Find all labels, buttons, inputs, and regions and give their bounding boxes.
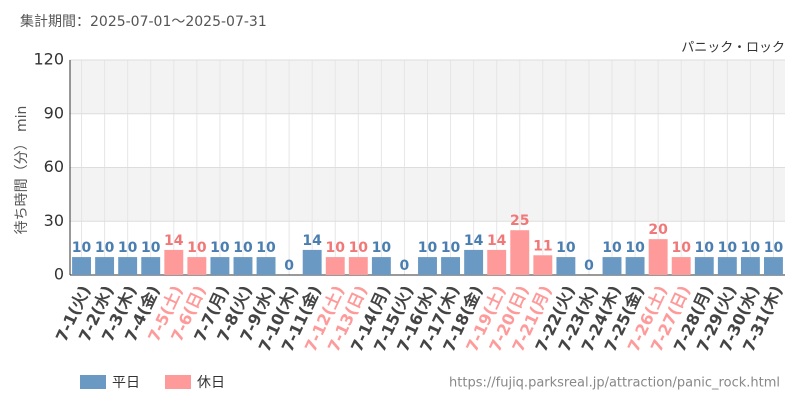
data-label: 10 <box>418 240 438 256</box>
bar <box>141 257 161 275</box>
data-label: 10 <box>210 240 230 256</box>
data-label: 0 <box>584 258 594 274</box>
bar <box>533 255 553 275</box>
y-tick-label: 30 <box>44 211 64 230</box>
bar <box>694 257 714 275</box>
legend-label: 休日 <box>197 375 225 391</box>
bar <box>671 257 691 275</box>
y-axis-label: 待ち時間（分） min <box>14 106 30 235</box>
data-label: 10 <box>695 240 715 256</box>
bar <box>464 249 484 275</box>
bar <box>72 257 91 275</box>
bar <box>118 257 138 275</box>
bar <box>210 257 230 275</box>
data-label: 10 <box>187 240 207 256</box>
y-tick-label: 120 <box>33 50 64 69</box>
bar <box>302 249 322 275</box>
bar <box>164 249 184 275</box>
data-label: 10 <box>602 240 622 256</box>
bar <box>348 257 368 275</box>
bar <box>648 239 668 275</box>
data-label: 10 <box>625 240 645 256</box>
source-url: https://fujiq.parksreal.jp/attraction/pa… <box>449 376 780 391</box>
legend-swatch <box>165 375 191 389</box>
data-label: 10 <box>441 240 461 256</box>
data-label: 14 <box>164 233 184 249</box>
bar <box>764 257 783 275</box>
bar <box>441 257 461 275</box>
data-label: 11 <box>533 238 552 254</box>
legend-swatch <box>80 375 106 389</box>
data-label: 0 <box>400 258 410 274</box>
bar <box>418 257 437 275</box>
legend-label: 平日 <box>112 375 140 391</box>
chart-subtitle: 集計期間：2025-07-01～2025-07-31 <box>20 13 267 30</box>
data-label: 10 <box>141 240 161 256</box>
bar <box>256 257 276 275</box>
bar <box>740 257 760 275</box>
y-tick-label: 90 <box>44 103 64 122</box>
bar <box>717 257 737 275</box>
data-label: 10 <box>718 240 738 256</box>
data-label: 10 <box>764 240 784 256</box>
bar <box>95 257 115 275</box>
bar <box>510 230 530 275</box>
data-label: 14 <box>487 233 507 249</box>
data-label: 10 <box>556 240 576 256</box>
bar <box>325 257 345 275</box>
bar <box>556 257 576 275</box>
data-label: 14 <box>302 233 322 249</box>
data-label: 10 <box>741 240 761 256</box>
bar <box>233 257 253 275</box>
bar <box>187 257 207 275</box>
data-label: 10 <box>671 240 691 256</box>
data-label: 10 <box>372 240 392 256</box>
data-label: 10 <box>349 240 369 256</box>
data-label: 10 <box>95 240 115 256</box>
y-tick-label: 60 <box>44 157 64 176</box>
bar <box>625 257 645 275</box>
bar <box>602 257 622 275</box>
chart-title: パニック・ロック <box>681 41 785 56</box>
bar <box>487 249 507 275</box>
data-label: 10 <box>256 240 276 256</box>
bar <box>371 257 391 275</box>
data-label: 20 <box>648 222 668 238</box>
data-label: 10 <box>72 240 92 256</box>
data-label: 10 <box>233 240 253 256</box>
data-label: 10 <box>118 240 138 256</box>
data-label: 25 <box>510 213 529 229</box>
data-label: 14 <box>464 233 484 249</box>
data-label: 0 <box>284 258 294 274</box>
data-label: 10 <box>325 240 345 256</box>
y-tick-label: 0 <box>54 265 64 284</box>
